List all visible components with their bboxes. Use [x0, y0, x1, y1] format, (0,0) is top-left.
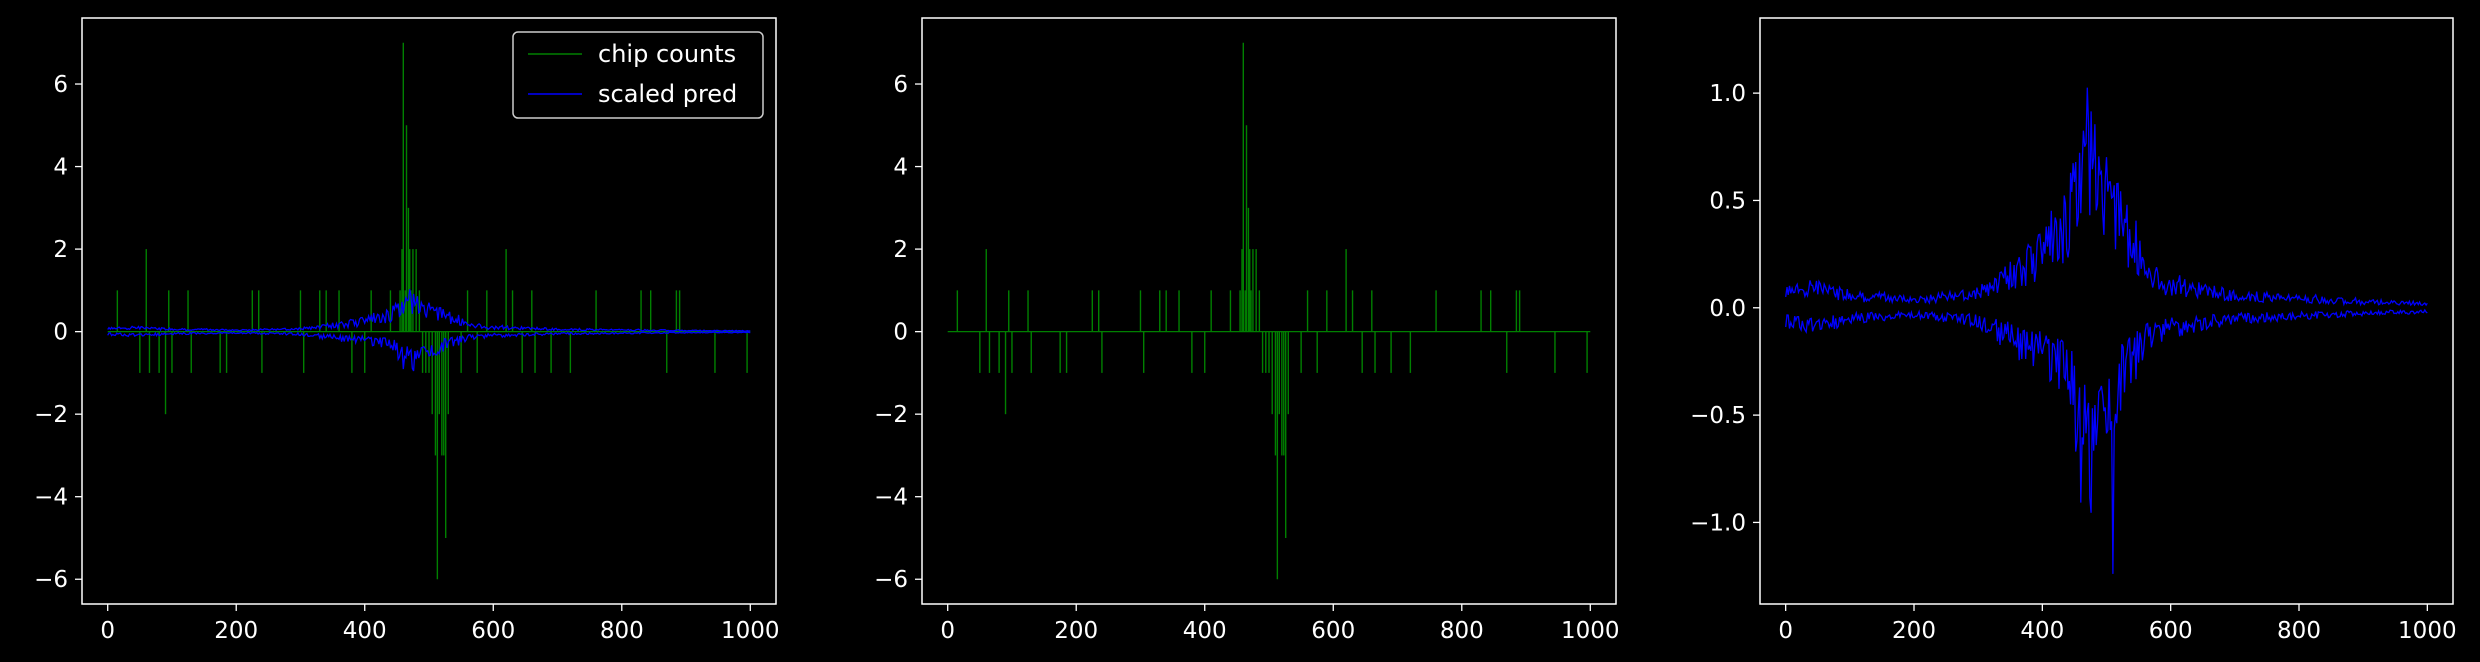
axes-frame [81, 17, 777, 605]
y-tick-label: 0 [893, 320, 908, 346]
x-tick-label: 800 [600, 618, 644, 644]
y-tick-label: 0 [53, 320, 68, 346]
x-tick-label: 800 [1440, 618, 1484, 644]
legend: chip counts scaled pred [512, 31, 764, 119]
y-tick-label: 0.5 [1709, 188, 1746, 214]
legend-label-scaled-pred: scaled pred [598, 80, 737, 108]
series-scaled-pred-upper [107, 289, 751, 332]
y-tick-label: −0.5 [1690, 403, 1746, 429]
x-tick-label: 0 [1778, 618, 1793, 644]
x-tick-label: 0 [100, 618, 115, 644]
y-tick-label: −4 [34, 485, 68, 511]
y-tick-label: 2 [893, 237, 908, 263]
series-scaled-pred-lower [107, 331, 751, 372]
x-tick-label: 0 [940, 618, 955, 644]
x-tick-label: 200 [1054, 618, 1098, 644]
plot-area [922, 18, 1616, 604]
x-tick-label: 1000 [2398, 618, 2457, 644]
axes-frame [1759, 17, 2454, 605]
y-tick-label: −6 [874, 567, 908, 593]
x-tick-label: 1000 [1561, 618, 1620, 644]
y-tick-label: 0.0 [1709, 296, 1746, 322]
x-tick-label: 400 [343, 618, 387, 644]
plot-series [1785, 87, 2428, 574]
chart-panel-chip-counts: 0 200 400 600 800 1000 −6 −4 −2 0 2 4 6 [874, 17, 1620, 644]
legend-label-chip-counts: chip counts [598, 40, 736, 68]
x-tick-label: 600 [471, 618, 515, 644]
y-tick-label: 6 [53, 72, 68, 98]
y-tick-label: 4 [53, 155, 68, 181]
x-tick-label: 200 [214, 618, 258, 644]
y-tick-label: −6 [34, 567, 68, 593]
y-tick-label: 2 [53, 237, 68, 263]
axes-frame [921, 17, 1617, 605]
x-tick-label: 600 [2149, 618, 2193, 644]
y-tick-label: 1.0 [1709, 81, 1746, 107]
y-tick-label: −1.0 [1690, 510, 1746, 536]
series-scaled-pred-upper [1785, 87, 2428, 307]
plot-series [947, 42, 1591, 580]
x-tick-label: 400 [2020, 618, 2064, 644]
x-tick-label: 1000 [721, 618, 780, 644]
y-tick-label: 6 [893, 72, 908, 98]
chart-panel-scaled-pred: 0 200 400 600 800 1000 −1.0 −0.5 0.0 0.5 1.0 [1690, 17, 2457, 644]
y-tick-label: −2 [874, 402, 908, 428]
plot-area [1760, 18, 2453, 604]
y-tick-label: −2 [34, 402, 68, 428]
x-tick-label: 200 [1892, 618, 1936, 644]
x-tick-label: 600 [1311, 618, 1355, 644]
x-tick-label: 800 [2277, 618, 2321, 644]
series-scaled-pred-lower [1785, 308, 2428, 574]
y-tick-label: 4 [893, 155, 908, 181]
y-tick-label: −4 [874, 485, 908, 511]
plot-series [107, 42, 751, 580]
x-tick-label: 400 [1183, 618, 1227, 644]
